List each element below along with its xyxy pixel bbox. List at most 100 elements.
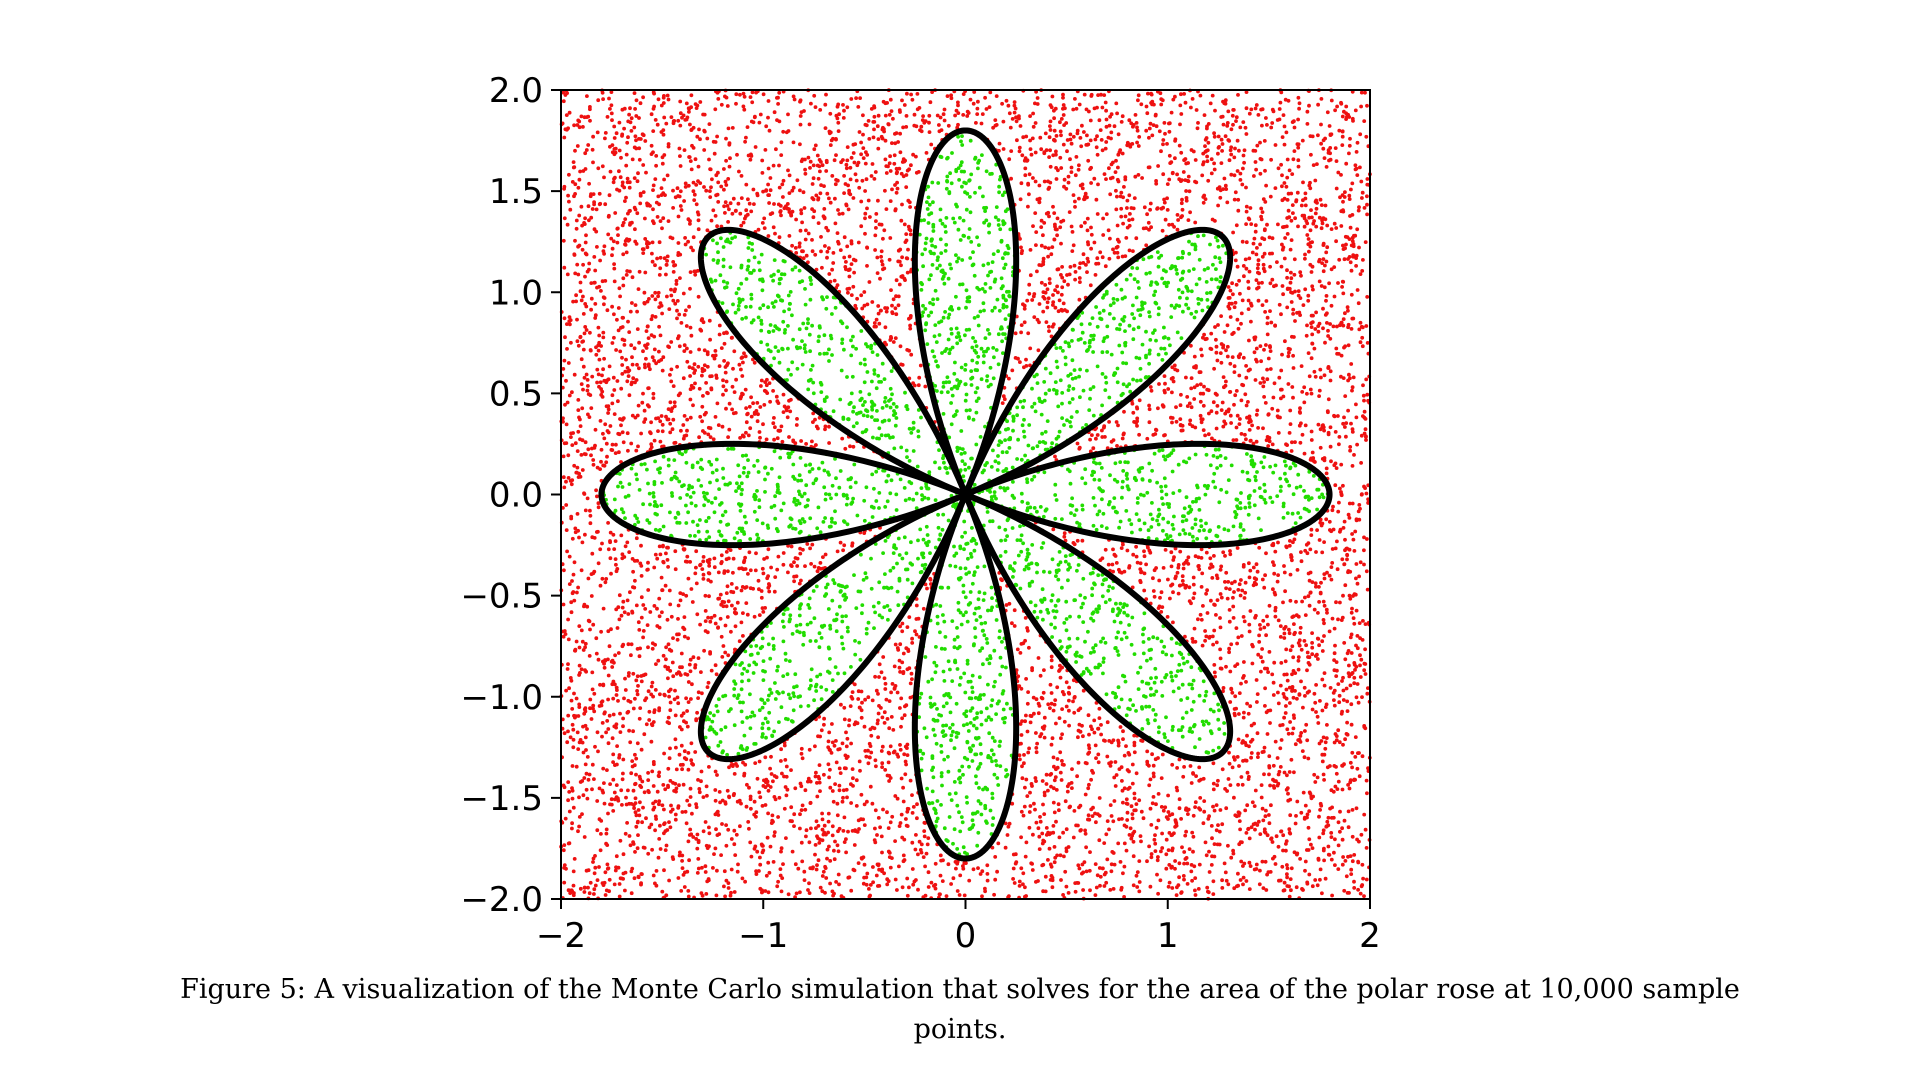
sample-point-outside [704, 784, 709, 789]
sample-point-outside [612, 412, 617, 416]
sample-point-outside [1282, 570, 1287, 575]
sample-point-outside [1238, 593, 1243, 598]
sample-point-inside [938, 218, 943, 223]
sample-point-outside [1185, 861, 1190, 866]
sample-point-outside [1271, 680, 1276, 685]
sample-point-outside [1070, 230, 1075, 234]
sample-point-outside [1343, 537, 1347, 542]
sample-point-outside [1280, 284, 1285, 288]
sample-point-outside [781, 562, 786, 567]
sample-point-outside [924, 851, 929, 856]
sample-point-outside [1115, 111, 1119, 116]
sample-point-outside [813, 252, 818, 257]
sample-point-outside [1290, 731, 1295, 736]
sample-point-outside [607, 96, 611, 101]
sample-point-outside [578, 780, 583, 784]
sample-point-outside [681, 423, 686, 427]
sample-point-outside [1255, 143, 1260, 148]
sample-point-inside [924, 735, 929, 740]
sample-point-outside [668, 373, 672, 377]
sample-point-outside [1177, 875, 1181, 880]
sample-point-outside [573, 148, 577, 153]
sample-point-inside [1103, 388, 1108, 392]
sample-point-inside [1217, 256, 1222, 261]
sample-point-outside [707, 157, 711, 162]
sample-point-outside [755, 776, 760, 781]
sample-point-outside [651, 207, 655, 212]
sample-point-outside [688, 270, 693, 274]
sample-point-inside [617, 472, 622, 476]
sample-point-inside [797, 280, 802, 285]
sample-point-inside [1270, 500, 1275, 504]
sample-point-outside [818, 191, 823, 196]
sample-point-outside [592, 280, 597, 285]
sample-point-inside [1130, 266, 1135, 270]
sample-point-outside [882, 721, 887, 725]
sample-point-outside [1317, 538, 1322, 542]
sample-point-outside [646, 645, 650, 650]
sample-point-outside [902, 713, 907, 718]
sample-point-outside [923, 384, 928, 389]
sample-point-outside [887, 257, 892, 262]
sample-point-inside [811, 391, 816, 396]
sample-point-inside [1079, 322, 1084, 327]
sample-point-outside [765, 555, 769, 560]
sample-point-inside [660, 481, 664, 485]
sample-point-inside [1140, 342, 1145, 347]
sample-point-inside [1155, 480, 1159, 485]
sample-point-inside [748, 726, 753, 731]
sample-point-outside [742, 107, 747, 112]
sample-point-outside [1044, 826, 1049, 830]
sample-point-outside [1086, 813, 1091, 818]
sample-point-outside [581, 262, 585, 267]
sample-point-outside [1321, 306, 1325, 311]
sample-point-outside [1327, 573, 1332, 578]
sample-point-outside [1145, 859, 1149, 864]
sample-point-inside [828, 657, 832, 661]
sample-point-outside [672, 697, 677, 702]
sample-point-inside [752, 268, 756, 273]
sample-point-outside [818, 108, 823, 112]
sample-point-outside [1337, 257, 1342, 262]
sample-point-outside [1142, 549, 1146, 554]
sample-point-outside [1332, 626, 1337, 631]
sample-point-inside [950, 679, 955, 683]
sample-point-outside [1028, 114, 1032, 118]
sample-point-outside [1282, 181, 1287, 185]
sample-point-outside [993, 118, 998, 122]
sample-point-inside [948, 262, 952, 267]
sample-point-outside [1018, 124, 1023, 128]
sample-point-outside [832, 278, 837, 283]
sample-point-outside [629, 771, 634, 776]
sample-point-outside [1352, 661, 1357, 665]
sample-point-outside [842, 174, 846, 178]
sample-point-inside [882, 377, 887, 381]
sample-point-outside [781, 862, 785, 866]
sample-point-outside [577, 815, 582, 819]
sample-point-inside [1145, 658, 1149, 663]
sample-point-outside [634, 378, 639, 382]
sample-point-outside [779, 759, 783, 763]
sample-point-inside [808, 620, 813, 625]
sample-point-outside [660, 311, 664, 316]
sample-point-outside [1175, 213, 1180, 217]
sample-point-outside [604, 730, 608, 735]
sample-point-inside [962, 451, 967, 455]
sample-point-outside [580, 740, 585, 745]
sample-point-outside [814, 826, 818, 830]
sample-point-outside [1212, 366, 1216, 371]
sample-point-outside [848, 704, 853, 708]
sample-point-outside [1160, 228, 1165, 233]
sample-point-inside [862, 380, 867, 385]
sample-point-inside [935, 799, 940, 803]
sample-point-inside [930, 677, 934, 682]
sample-point-inside [1007, 294, 1012, 299]
sample-point-outside [1322, 373, 1327, 378]
sample-point-outside [1282, 124, 1287, 129]
sample-point-inside [782, 259, 787, 264]
sample-point-inside [811, 481, 816, 486]
sample-point-outside [616, 399, 620, 404]
sample-point-outside [1055, 757, 1060, 761]
sample-point-outside [1293, 742, 1298, 747]
sample-point-inside [921, 264, 925, 269]
